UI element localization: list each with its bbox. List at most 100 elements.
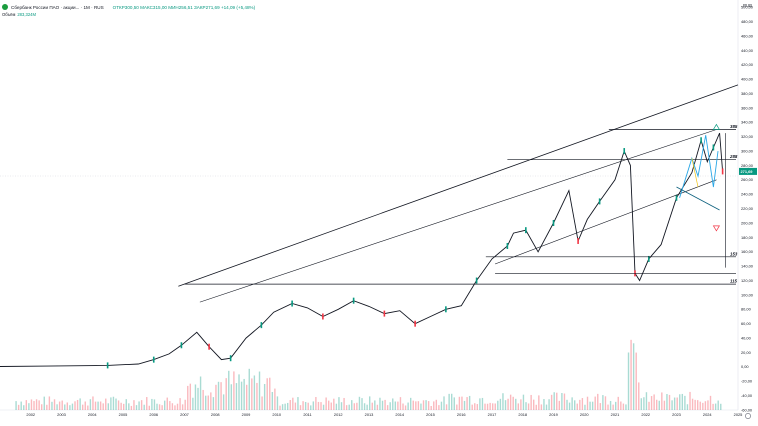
volume-bar bbox=[456, 404, 458, 410]
last-price-tag: 271,69 bbox=[739, 167, 757, 175]
chart-legend: Сбербанк России ПАО · акции... · 1М · RU… bbox=[2, 2, 255, 12]
x-tick-label: 2018 bbox=[518, 412, 527, 417]
x-tick-label: 2012 bbox=[334, 412, 343, 417]
price-candle bbox=[322, 313, 324, 320]
x-tick-label: 2024 bbox=[703, 412, 712, 417]
volume-bar bbox=[576, 403, 578, 410]
volume-bar bbox=[566, 399, 568, 410]
volume-bar bbox=[115, 398, 117, 410]
volume-bar bbox=[684, 395, 686, 410]
volume-bar bbox=[220, 382, 222, 410]
y-tick-label: 200,00 bbox=[741, 220, 754, 225]
volume-bar bbox=[666, 394, 668, 410]
volume-bar bbox=[625, 404, 627, 410]
x-tick-label: 2021 bbox=[611, 412, 620, 417]
volume-bar bbox=[97, 401, 99, 410]
volume-bar bbox=[48, 396, 51, 410]
x-tick-label: 2011 bbox=[303, 412, 311, 417]
volume-bar bbox=[707, 400, 709, 410]
volume-bar bbox=[66, 402, 69, 410]
volume-bar bbox=[271, 391, 274, 410]
volume-bar bbox=[76, 399, 79, 410]
volume-bar bbox=[23, 405, 25, 410]
x-tick-label: 2019 bbox=[549, 412, 558, 417]
x-tick-label: 2007 bbox=[180, 412, 189, 417]
volume-bar bbox=[540, 404, 543, 410]
price-candle bbox=[291, 300, 293, 307]
volume-bar bbox=[386, 405, 389, 410]
volume-bar bbox=[499, 398, 502, 410]
volume-bar bbox=[581, 398, 584, 410]
volume-bar bbox=[392, 398, 394, 410]
volume-bar bbox=[74, 401, 76, 410]
up-arrow-icon bbox=[712, 123, 721, 130]
volume-bar bbox=[653, 394, 655, 410]
volume-bar bbox=[663, 400, 666, 410]
volume-bar bbox=[261, 396, 263, 410]
volume-bar bbox=[148, 405, 151, 410]
volume-bar bbox=[394, 401, 397, 410]
volume-bar bbox=[550, 394, 553, 410]
volume-bar bbox=[502, 393, 504, 410]
volume-bar bbox=[410, 397, 412, 410]
volume-bar bbox=[246, 384, 248, 410]
volume-bar bbox=[117, 400, 120, 410]
volume-bar bbox=[84, 401, 86, 410]
volume-bar bbox=[612, 404, 614, 410]
price-candle bbox=[475, 277, 478, 284]
symbol-title[interactable]: Сбербанк России ПАО · акции... · 1М · RU… bbox=[11, 4, 104, 10]
y-tick-label: 360,00 bbox=[741, 105, 754, 110]
volume-bar bbox=[556, 392, 558, 410]
settings-gear-icon[interactable] bbox=[745, 413, 751, 419]
volume-bar bbox=[466, 397, 468, 410]
volume-bar bbox=[709, 395, 712, 410]
price-candle bbox=[260, 322, 263, 329]
volume-bar bbox=[543, 399, 545, 410]
volume-bar bbox=[627, 352, 630, 410]
volume-bar bbox=[648, 401, 650, 410]
volume-bar bbox=[199, 376, 202, 410]
volume-bar bbox=[292, 397, 294, 410]
volume-bar bbox=[517, 403, 520, 410]
volume-bar bbox=[579, 399, 581, 410]
price-candle bbox=[598, 198, 601, 205]
volume-bar bbox=[228, 370, 230, 410]
volume-bar bbox=[41, 404, 43, 410]
volume-bar bbox=[158, 404, 161, 410]
price-candle bbox=[208, 343, 210, 350]
volume-bar bbox=[187, 385, 189, 410]
volume-bar bbox=[381, 400, 384, 410]
level-label: 288 bbox=[729, 154, 738, 159]
volume-bar bbox=[686, 404, 689, 410]
volume-bar bbox=[38, 400, 40, 410]
volume-bar bbox=[279, 405, 281, 410]
volume-bar bbox=[205, 395, 207, 410]
volume-bar bbox=[215, 384, 217, 410]
wedge-line bbox=[676, 186, 720, 211]
volume-bar bbox=[461, 396, 463, 410]
x-tick-label: 2002 bbox=[26, 412, 35, 417]
volume-bar bbox=[69, 405, 71, 410]
volume-bar bbox=[87, 405, 89, 410]
volume-bar bbox=[474, 403, 476, 410]
price-candle bbox=[712, 144, 715, 151]
volume-legend: Объём 283,324М bbox=[2, 12, 36, 17]
volume-bar bbox=[371, 402, 373, 410]
y-tick-label: 440,00 bbox=[741, 48, 754, 53]
x-tick-label: 2023 bbox=[672, 412, 681, 417]
volume-bar bbox=[33, 401, 35, 410]
volume-bar bbox=[281, 404, 284, 410]
volume-bar bbox=[527, 403, 530, 410]
volume-bar bbox=[594, 396, 596, 410]
volume-bar bbox=[184, 399, 186, 410]
volume-bar bbox=[412, 400, 414, 410]
currency-label: RUB bbox=[743, 3, 752, 8]
volume-bar bbox=[468, 395, 471, 410]
volume-bar bbox=[417, 401, 420, 410]
volume-bar bbox=[617, 396, 619, 410]
volume-bar bbox=[420, 403, 422, 410]
volume-bar bbox=[353, 403, 356, 410]
x-tick-label: 2025 bbox=[734, 412, 743, 417]
volume-bar bbox=[43, 396, 45, 410]
